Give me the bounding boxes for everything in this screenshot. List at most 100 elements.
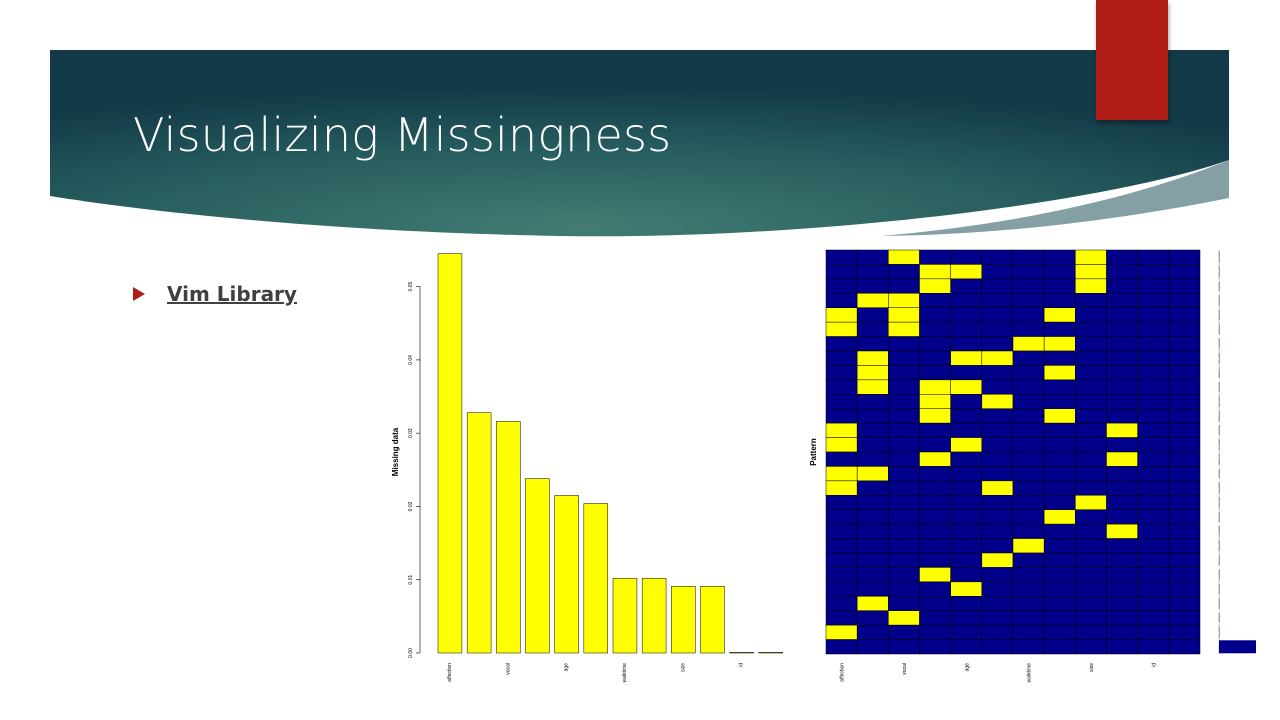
pattern-cell-missing — [1075, 264, 1107, 280]
pattern-cell-observed — [1168, 509, 1201, 525]
pattern-cell-observed — [1137, 336, 1170, 352]
pattern-cell-observed — [1012, 466, 1045, 482]
pattern-cell-observed — [1075, 624, 1107, 640]
pattern-cell-observed — [1043, 538, 1076, 554]
pattern-cell-observed — [1168, 336, 1201, 352]
pattern-cell-observed — [888, 567, 920, 583]
pattern-cell-observed — [888, 581, 920, 597]
pattern-cell-observed — [825, 610, 858, 626]
pattern-cell-observed — [888, 365, 920, 381]
pattern-cell-observed — [1075, 336, 1107, 352]
pattern-proportion-bar — [1218, 555, 1220, 566]
pattern-cell-observed — [981, 610, 1014, 626]
pattern-cell-observed — [1075, 480, 1107, 496]
pattern-cell-observed — [1075, 350, 1107, 366]
pattern-cell-observed — [1012, 509, 1045, 525]
pattern-cell-observed — [1168, 249, 1201, 265]
pattern-cell-observed — [888, 350, 920, 366]
pattern-cell-observed — [1137, 408, 1170, 424]
pattern-cell-observed — [1168, 408, 1201, 424]
pattern-cell-observed — [1043, 596, 1076, 611]
vim-library-link[interactable]: Vim Library — [167, 282, 297, 306]
pattern-cell-observed — [1043, 278, 1076, 294]
pattern-cell-missing — [888, 321, 920, 337]
pattern-cell-observed — [1012, 249, 1045, 265]
pattern-cell-observed — [1075, 365, 1107, 381]
pattern-proportion-bar — [1218, 338, 1220, 349]
pattern-cell-observed — [1106, 552, 1138, 568]
pattern-cell-observed — [1168, 293, 1201, 308]
pattern-cell-observed — [856, 278, 889, 294]
missing-data-bar — [612, 578, 638, 654]
pattern-cell-observed — [919, 495, 951, 510]
missing-data-bar — [437, 253, 463, 654]
pattern-cell-observed — [825, 264, 858, 280]
pattern-cell-observed — [950, 509, 983, 525]
pattern-cell-observed — [1012, 581, 1045, 597]
pattern-cell-observed — [950, 624, 983, 640]
pattern-cell-observed — [1012, 596, 1045, 611]
pattern-proportion-bar — [1218, 252, 1220, 263]
pattern-cell-observed — [981, 408, 1014, 424]
bar-chart-bars — [437, 253, 784, 654]
bar-x-tick-label: age — [564, 663, 570, 672]
pattern-cell-observed — [1043, 581, 1076, 597]
pattern-cell-observed — [1106, 610, 1138, 626]
pattern-cell-observed — [981, 379, 1014, 395]
pattern-cell-observed — [1075, 581, 1107, 597]
pattern-cell-missing — [919, 567, 951, 583]
pattern-cell-observed — [856, 509, 889, 525]
pattern-cell-observed — [1137, 523, 1170, 539]
pattern-cell-missing — [1043, 509, 1076, 525]
pattern-cell-observed — [1043, 480, 1076, 496]
pattern-cell-observed — [1043, 495, 1076, 510]
pattern-cell-missing — [856, 293, 889, 308]
bar-x-tick-label: size — [680, 663, 686, 672]
pattern-cell-observed — [856, 495, 889, 510]
pattern-cell-observed — [1012, 365, 1045, 381]
pattern-cell-observed — [919, 422, 951, 438]
pattern-cell-observed — [1075, 451, 1107, 467]
pattern-cell-missing — [919, 278, 951, 294]
pattern-cell-observed — [888, 264, 920, 280]
pattern-cell-observed — [1106, 307, 1138, 323]
pattern-cell-observed — [1106, 278, 1138, 294]
pattern-cell-observed — [1137, 350, 1170, 366]
pattern-cell-observed — [1137, 321, 1170, 337]
pattern-cell-observed — [919, 624, 951, 640]
pattern-cell-observed — [1168, 552, 1201, 568]
pattern-cell-observed — [1137, 437, 1170, 453]
pattern-cell-observed — [1137, 394, 1170, 409]
pattern-cell-observed — [825, 293, 858, 308]
pattern-cell-observed — [950, 480, 983, 496]
pattern-cell-observed — [888, 480, 920, 496]
pattern-cell-observed — [950, 523, 983, 539]
pattern-cell-observed — [1043, 466, 1076, 482]
pattern-cell-missing — [1043, 365, 1076, 381]
pattern-cell-observed — [981, 567, 1014, 583]
pattern-proportion-bar — [1218, 396, 1220, 407]
pattern-cell-observed — [919, 480, 951, 496]
pattern-cell-missing — [888, 307, 920, 323]
pattern-cell-observed — [919, 581, 951, 597]
title-banner — [50, 50, 1229, 237]
pattern-proportion-bar — [1218, 324, 1220, 335]
pattern-cell-observed — [1137, 379, 1170, 395]
pattern-cell-observed — [1137, 567, 1170, 583]
pattern-cell-observed — [825, 581, 858, 597]
pattern-x-ticks: affection vocal age walktime size id — [840, 663, 1158, 683]
pattern-cell-observed — [1075, 538, 1107, 554]
missing-data-bar — [758, 652, 784, 654]
pattern-proportion-bar — [1218, 497, 1220, 508]
pattern-cell-observed — [1137, 293, 1170, 308]
pattern-cell-observed — [1012, 408, 1045, 424]
bar-x-tick-label: walktime — [622, 663, 628, 683]
pattern-cell-observed — [1075, 552, 1107, 568]
pattern-cell-observed — [1075, 509, 1107, 525]
pattern-cell-observed — [888, 466, 920, 482]
pattern-cell-observed — [919, 596, 951, 611]
pattern-cell-observed — [825, 350, 858, 366]
pattern-cell-observed — [1075, 639, 1107, 655]
pattern-cell-missing — [919, 379, 951, 395]
pattern-cell-observed — [1012, 379, 1045, 395]
